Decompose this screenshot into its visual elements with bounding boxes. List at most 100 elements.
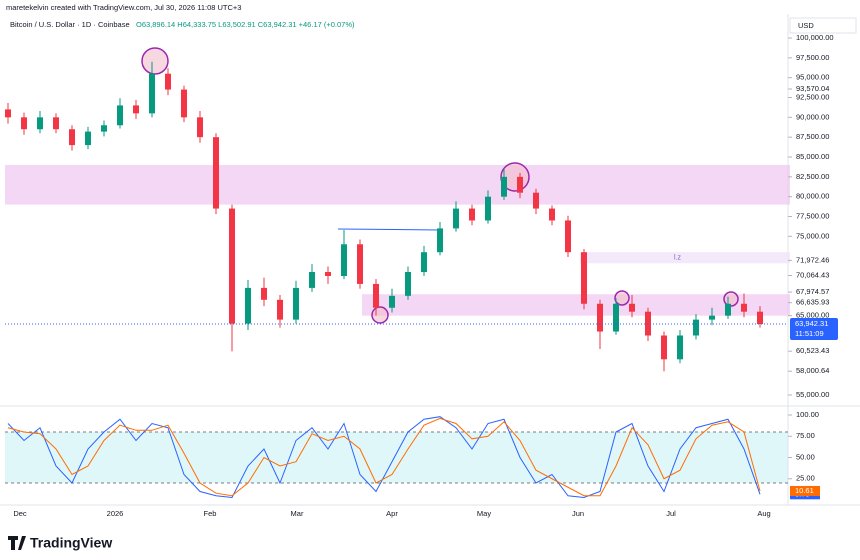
trend-line — [337, 228, 441, 231]
x-tick-label: Jul — [666, 509, 676, 518]
x-tick-label: Mar — [291, 509, 304, 518]
candle-body — [757, 311, 763, 325]
osc-tick-label: 50.00 — [796, 452, 815, 461]
highlight-circle — [141, 47, 169, 75]
y-tick-label: 80,000.00 — [796, 192, 829, 201]
price-label: 70,064.43 — [796, 270, 829, 279]
candle-body — [373, 283, 379, 308]
x-tick-label: Jun — [572, 509, 584, 518]
candle-body — [469, 208, 475, 221]
candle-body — [581, 252, 587, 304]
y-tick-label: 97,500.00 — [796, 53, 829, 62]
candle-body — [181, 89, 187, 118]
candle-body — [261, 287, 267, 300]
candle-body — [229, 208, 235, 324]
candle-body — [693, 319, 699, 336]
candle-body — [149, 73, 155, 114]
candle-body — [565, 220, 571, 253]
highlight-circle — [614, 290, 630, 306]
candle-body — [165, 73, 171, 90]
x-tick-label: Aug — [757, 509, 770, 518]
candle-body — [709, 315, 715, 320]
candle-body — [309, 272, 315, 288]
logo-mark — [8, 536, 26, 550]
y-tick-label: 55,000.00 — [796, 390, 829, 399]
candle-body — [5, 109, 11, 118]
candle-body — [453, 208, 459, 229]
candle-body — [533, 192, 539, 209]
candle-body — [421, 252, 427, 273]
candle-body — [101, 125, 107, 132]
zone — [5, 164, 790, 205]
highlight-circle — [371, 306, 389, 324]
candle-body — [725, 303, 731, 316]
y-tick-label: 75,000.00 — [796, 231, 829, 240]
logo: TradingView — [8, 535, 112, 551]
zone — [580, 252, 790, 264]
zone — [362, 294, 790, 316]
zone-label: l.z — [674, 255, 682, 262]
y-tick-label: 65,000.00 — [796, 311, 829, 320]
x-tick-label: 2026 — [107, 509, 124, 518]
osc-last-label: 10.61 — [795, 486, 814, 495]
candle-body — [117, 105, 123, 126]
credit: maretekelvin created with TradingView.co… — [6, 3, 241, 12]
osc-tick-label: 100.00 — [796, 410, 819, 419]
current-price-label: 63,942.31 — [795, 319, 828, 328]
candle-body — [405, 272, 411, 296]
price-label: 93,570.04 — [796, 84, 829, 93]
candle-body — [277, 299, 283, 320]
candle-body — [741, 303, 747, 312]
candle-body — [69, 129, 75, 146]
osc-last-box — [790, 485, 820, 496]
logo-text: TradingView — [30, 535, 112, 551]
candle-body — [53, 117, 59, 130]
candle-body — [133, 105, 139, 114]
candle-body — [437, 228, 443, 253]
candle-body — [501, 176, 507, 197]
candle-body — [485, 196, 491, 221]
candle-body — [197, 117, 203, 138]
osc-tick-label: 75.00 — [796, 431, 815, 440]
candle-body — [629, 303, 635, 312]
candle-body — [661, 335, 667, 360]
price-label: 58,000.64 — [796, 366, 829, 375]
y-tick-label: 82,500.00 — [796, 172, 829, 181]
current-price-box — [790, 318, 838, 341]
currency: USD — [798, 21, 814, 30]
x-tick-label: Feb — [204, 509, 217, 518]
candle-body — [21, 117, 27, 130]
y-tick-label: 95,000.00 — [796, 73, 829, 82]
candle-body — [357, 244, 363, 284]
candle-body — [517, 176, 523, 193]
x-tick-label: Dec — [13, 509, 27, 518]
y-tick-label: 85,000.00 — [796, 152, 829, 161]
ohlc: O63,896.14 H64,333.75 L63,502.91 C63,942… — [136, 20, 355, 29]
candle-body — [213, 137, 219, 209]
y-tick-label: 100,000.00 — [796, 33, 834, 42]
y-tick-label: 87,500.00 — [796, 132, 829, 141]
candle-body — [389, 295, 395, 308]
y-tick-label: 77,500.00 — [796, 211, 829, 220]
candle-body — [549, 208, 555, 221]
candle-body — [341, 244, 347, 276]
x-tick-label: Apr — [386, 509, 398, 518]
price-label: 71,972.46 — [796, 255, 829, 264]
countdown: 11:51:09 — [795, 329, 824, 338]
osc-line — [7, 417, 761, 497]
osc-tick-label: 25.00 — [796, 474, 815, 483]
price-label: 67,974.57 — [796, 287, 829, 296]
candle-body — [245, 287, 251, 324]
candle-body — [85, 131, 91, 146]
currency-box[interactable] — [789, 17, 857, 34]
candle-body — [613, 303, 619, 332]
price-label: 66,635.93 — [796, 298, 829, 307]
price-label: 60,523.43 — [796, 346, 829, 355]
candle-body — [677, 335, 683, 360]
candle-body — [37, 117, 43, 130]
x-tick-label: May — [477, 509, 491, 518]
symbol: Bitcoin / U.S. Dollar · 1D · Coinbase — [10, 20, 130, 29]
candle-body — [325, 272, 331, 276]
